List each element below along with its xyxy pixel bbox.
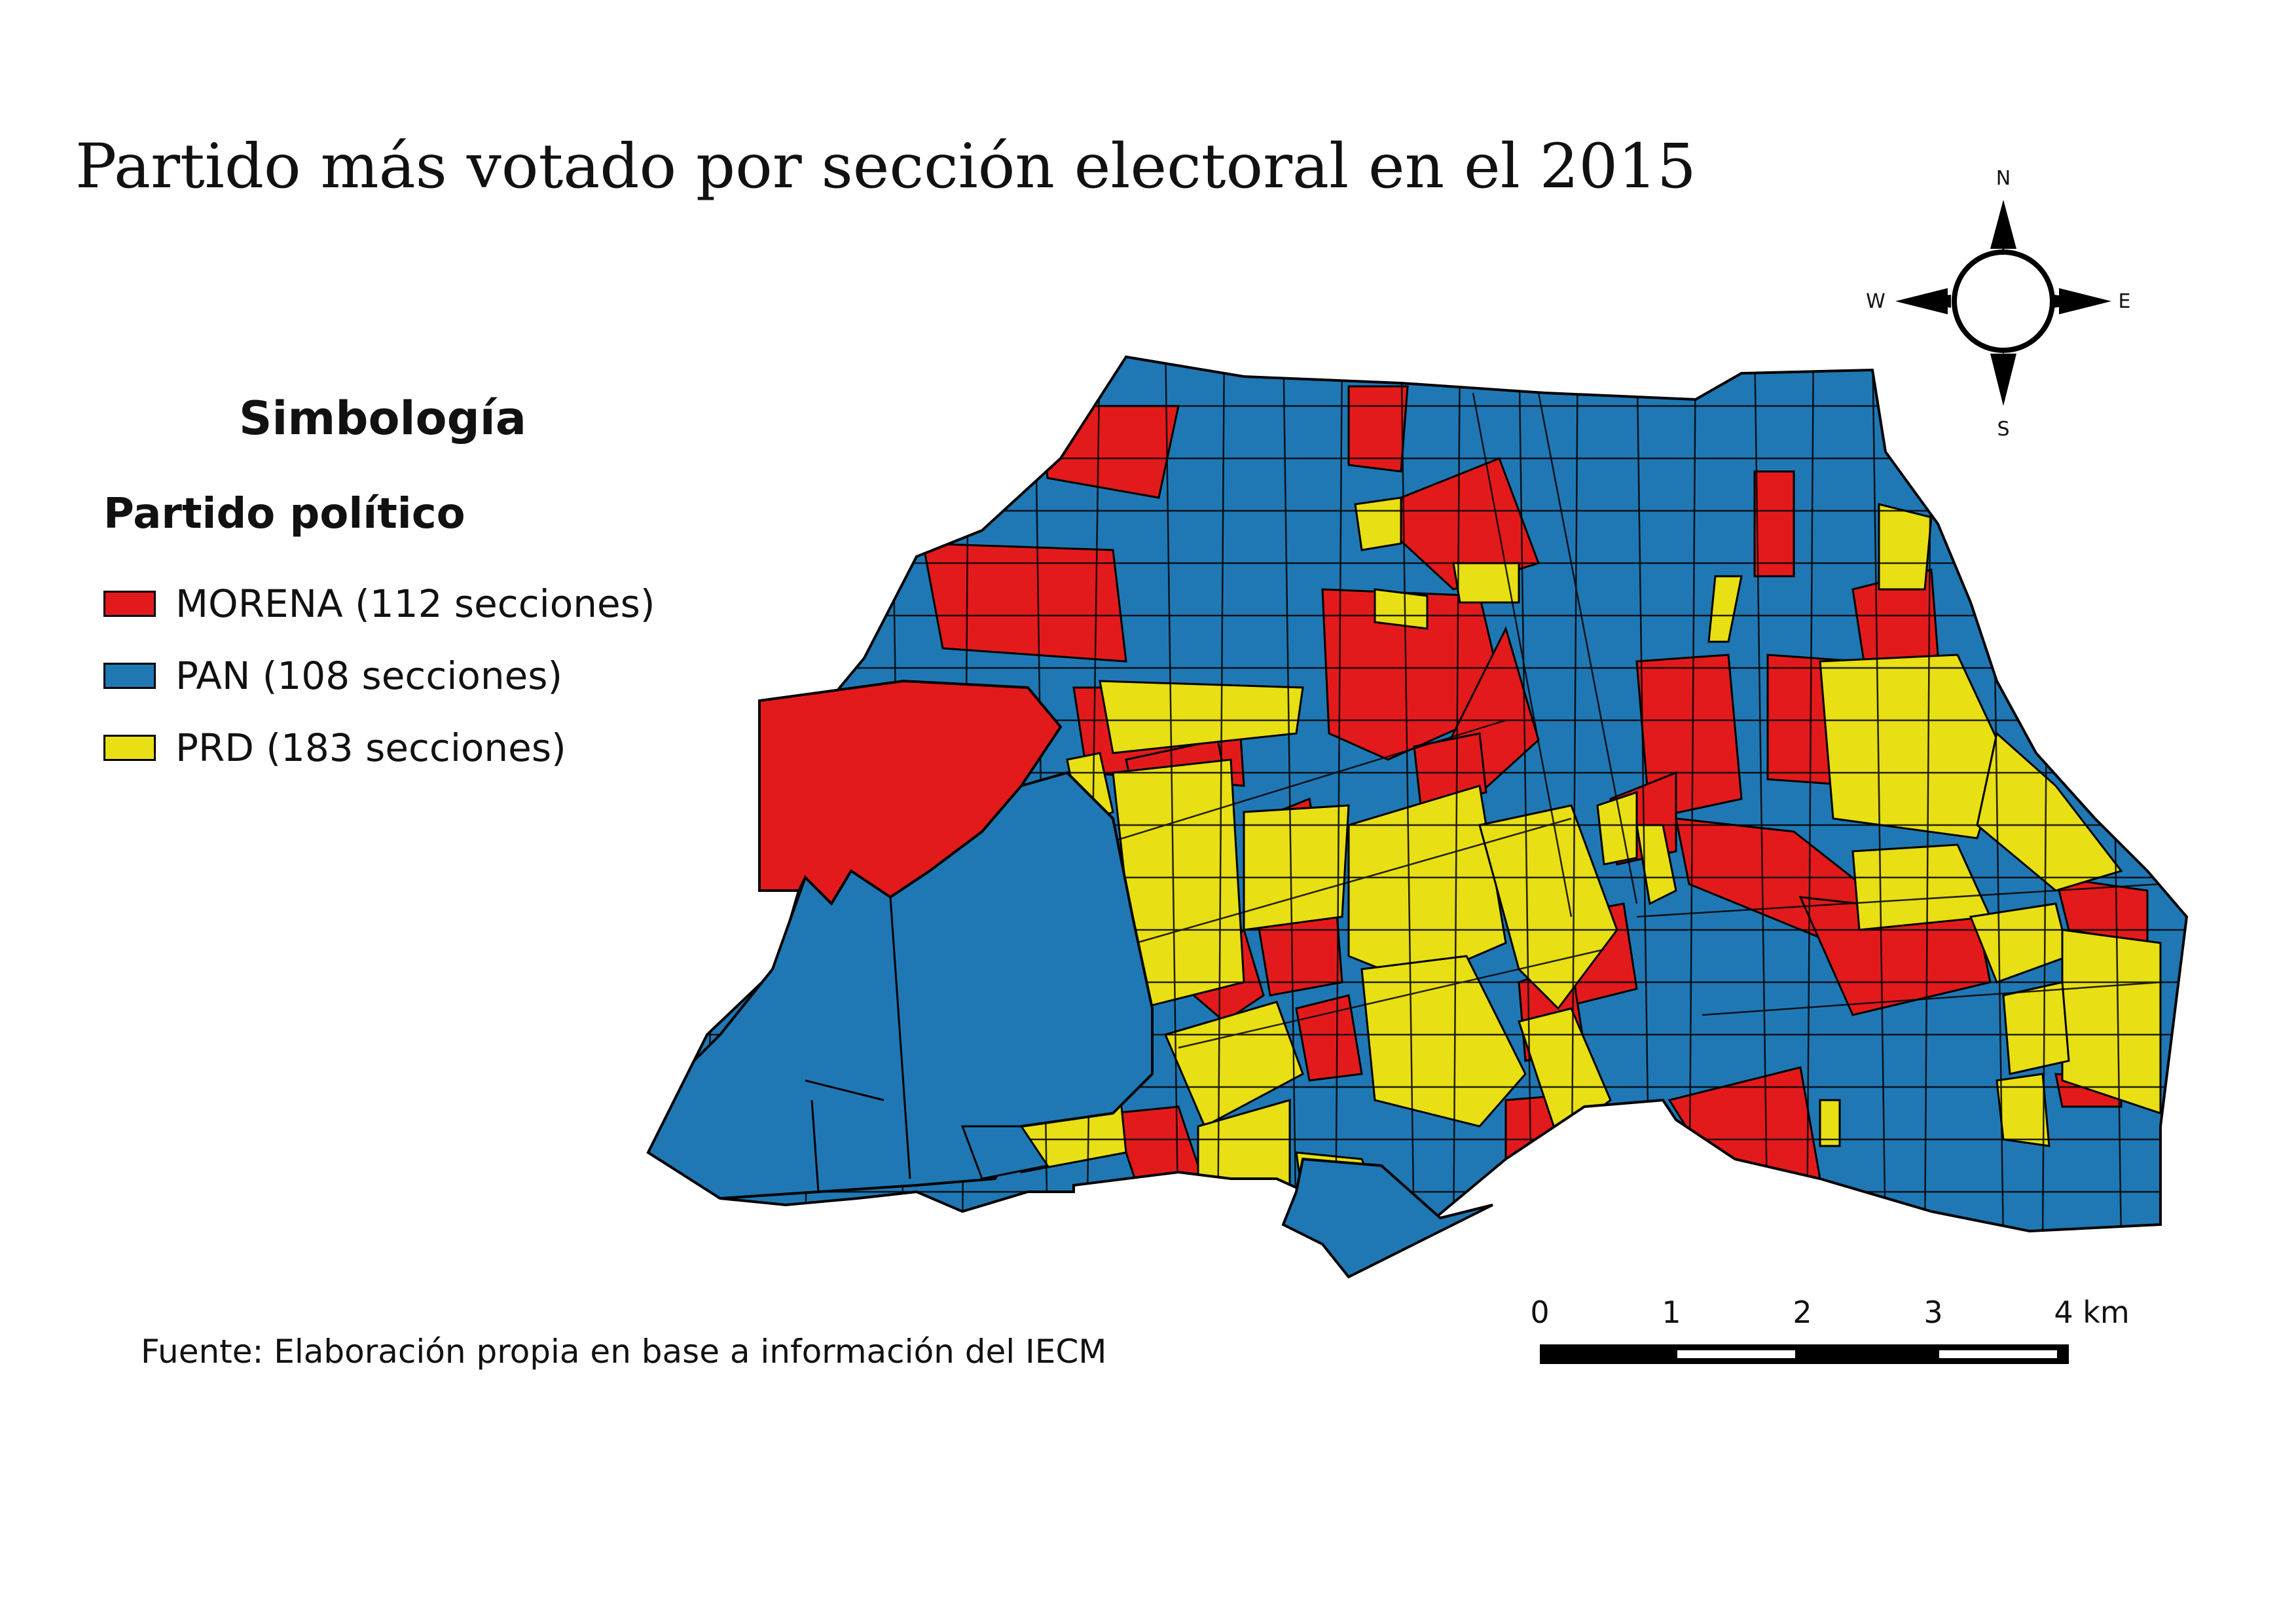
legend-item-prd: PRD (183 secciones) — [103, 726, 566, 770]
legend-title: Simbología — [239, 392, 526, 445]
scale-tick-1: 1 — [1662, 1295, 1681, 1330]
map-title: Partido más votado por sección electoral… — [75, 131, 1696, 202]
scale-tick-4: 4 km — [2054, 1295, 2129, 1330]
scale-tick-2: 2 — [1793, 1295, 1812, 1330]
compass-w-label: W — [1866, 290, 1886, 313]
legend-swatch-morena — [103, 591, 156, 617]
district-map — [646, 355, 2189, 1279]
legend-item-pan: PAN (108 secciones) — [103, 654, 562, 698]
scale-bar: 0 1 2 3 4 km — [1530, 1295, 2130, 1364]
legend-label-morena: MORENA (112 secciones) — [175, 581, 655, 626]
legend-label-pan: PAN (108 secciones) — [175, 654, 563, 698]
source-note: Fuente: Elaboración propia en base a inf… — [141, 1333, 1107, 1371]
compass-e-label: E — [2119, 290, 2131, 313]
compass-icon: N S W E — [1866, 167, 2130, 441]
legend-subtitle: Partido político — [103, 490, 465, 538]
compass-s-label: S — [1997, 418, 2009, 441]
compass-n-label: N — [1996, 167, 2011, 190]
legend-swatch-prd — [103, 735, 156, 761]
legend-item-morena: MORENA (112 secciones) — [103, 581, 655, 626]
legend-label-prd: PRD (183 secciones) — [175, 726, 566, 770]
scale-tick-0: 0 — [1530, 1295, 1549, 1330]
legend-swatch-pan — [103, 663, 156, 689]
scale-tick-3: 3 — [1923, 1295, 1942, 1330]
